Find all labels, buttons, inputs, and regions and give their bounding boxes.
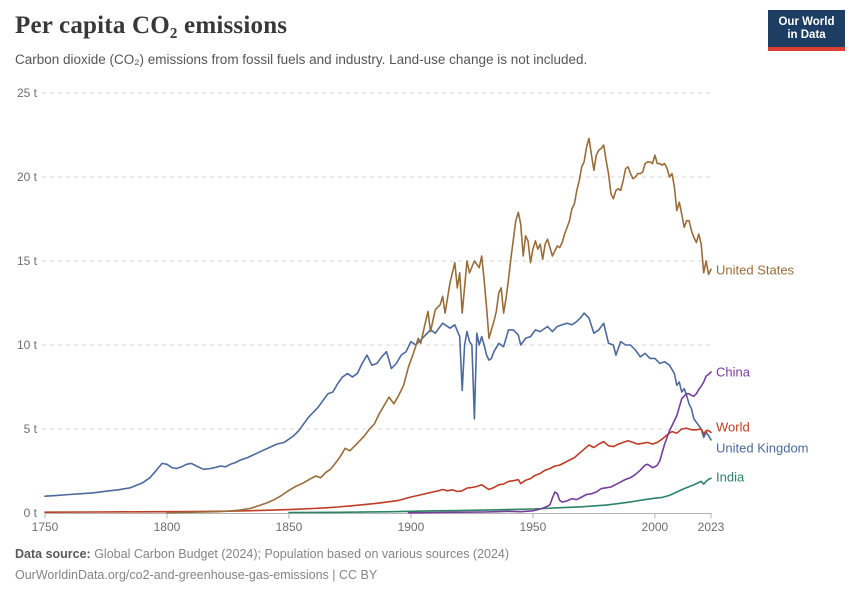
- owid-logo: Our World in Data: [768, 10, 845, 51]
- line-chart-canvas: 0 t 5 t 10 t 15 t 20 t 25 t 1750 1800 1850 1900 19…: [17, 86, 809, 534]
- y-axis-tick-label: 10 t: [17, 338, 38, 352]
- x-axis-tick-label: 1750: [32, 520, 59, 534]
- series-line-united-states: [166, 137, 712, 514]
- footer-data-source-text: Global Carbon Budget (2024); Population …: [90, 547, 510, 561]
- footer-data-source-label: Data source:: [15, 547, 91, 561]
- y-axis-tick-label: 20 t: [17, 170, 38, 184]
- chart-subtitle: Carbon dioxide (CO₂) emissions from foss…: [15, 52, 588, 67]
- series-line-india: [288, 477, 712, 514]
- series-line-china: [407, 371, 712, 514]
- x-axis-tick-label: 2023: [698, 520, 725, 534]
- series-label-united-kingdom[interactable]: United Kingdom: [716, 441, 809, 456]
- series-line-united-kingdom: [44, 312, 712, 497]
- x-axis-tick-label: 2000: [642, 520, 669, 534]
- owid-logo-line2: in Data: [787, 28, 826, 41]
- footer-data-source: Data source: Global Carbon Budget (2024)…: [15, 547, 509, 561]
- owid-logo-line1: Our World: [778, 15, 835, 28]
- chart-title: Per capita CO₂ emissions: [15, 12, 288, 39]
- footer-license-link[interactable]: OurWorldinData.org/co2-and-greenhouse-ga…: [15, 568, 378, 582]
- y-axis-tick-label: 15 t: [17, 254, 38, 268]
- x-axis-tick-label: 1800: [154, 520, 181, 534]
- owid-logo-red-bar: [768, 47, 845, 51]
- series-line-world: [44, 427, 712, 513]
- series-label-united-states[interactable]: United States: [716, 263, 795, 278]
- y-axis-tick-label: 25 t: [17, 86, 38, 100]
- series-label-world[interactable]: World: [716, 420, 750, 435]
- series-label-india[interactable]: India: [716, 470, 745, 485]
- owid-logo-text: Our World in Data: [768, 10, 845, 47]
- y-axis-tick-label: 5 t: [24, 422, 38, 436]
- x-axis-tick-label: 1950: [520, 520, 547, 534]
- y-axis-tick-label: 0 t: [24, 506, 38, 520]
- x-axis-tick-label: 1900: [398, 520, 425, 534]
- series-label-china[interactable]: China: [716, 365, 751, 380]
- x-axis-tick-label: 1850: [276, 520, 303, 534]
